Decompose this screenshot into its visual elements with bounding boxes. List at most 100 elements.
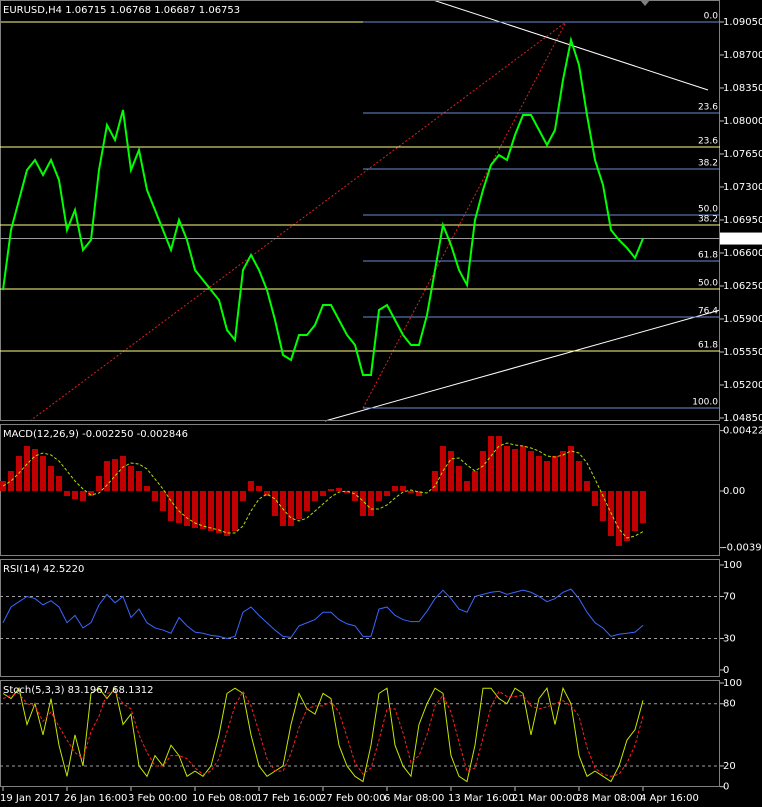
macd-bar bbox=[456, 466, 462, 491]
macd-bar bbox=[560, 451, 566, 491]
fib-label: 61.8 bbox=[698, 250, 718, 260]
y-tick-label: 100 bbox=[723, 678, 742, 689]
macd-bar bbox=[640, 491, 646, 524]
macd-bar bbox=[344, 491, 350, 493]
fib-base-line bbox=[29, 21, 567, 422]
y-tick-label: 1.05200 bbox=[723, 380, 762, 391]
macd-bar bbox=[312, 491, 318, 501]
macd-bar bbox=[448, 451, 454, 491]
macd-bar bbox=[592, 491, 598, 506]
y-tick-label: 1.06600 bbox=[723, 248, 762, 259]
macd-bar bbox=[520, 446, 526, 491]
macd-bar bbox=[432, 471, 438, 491]
macd-bar bbox=[72, 491, 78, 499]
macd-bar bbox=[416, 491, 422, 496]
macd-bar bbox=[136, 471, 142, 491]
y-tick-label: 80 bbox=[723, 699, 736, 710]
macd-bar bbox=[248, 481, 254, 491]
macd-bar bbox=[552, 456, 558, 491]
panel-frame bbox=[0, 680, 720, 787]
y-tick-label: 70 bbox=[723, 591, 736, 602]
y-tick-label: 20 bbox=[723, 761, 736, 772]
y-tick-label: 1.04850 bbox=[723, 413, 762, 424]
macd-bar bbox=[160, 491, 166, 511]
macd-bar bbox=[368, 491, 374, 516]
series-line bbox=[2, 588, 644, 639]
macd-bar bbox=[384, 491, 390, 496]
fib-label: 38.2 bbox=[698, 158, 718, 168]
panel-title: EURUSD,H4 1.06715 1.06768 1.06687 1.0675… bbox=[3, 5, 240, 16]
macd-bar bbox=[216, 491, 222, 533]
y-tick-label: 0.00 bbox=[723, 486, 745, 497]
x-tick-label: 6 Mar 08:00 bbox=[384, 793, 444, 804]
trend-lines bbox=[0, 0, 721, 422]
macd-bar bbox=[624, 491, 630, 541]
macd-bar bbox=[88, 491, 94, 496]
panel-title: Stoch(5,3,3) 83.1967 68.1312 bbox=[3, 685, 154, 696]
fib-label: 50.0 bbox=[698, 204, 718, 214]
macd-bar bbox=[192, 491, 198, 528]
macd-bar bbox=[488, 436, 494, 491]
y-tick-label: 1.05550 bbox=[723, 347, 762, 358]
macd-bar bbox=[496, 436, 502, 491]
macd-bar bbox=[144, 486, 150, 491]
x-tick-label: 10 Feb 08:00 bbox=[192, 793, 258, 804]
x-tick-label: 27 Feb 00:00 bbox=[320, 793, 386, 804]
macd-bar bbox=[240, 491, 246, 501]
y-tick-label: 30 bbox=[723, 633, 736, 644]
x-tick-label: 17 Feb 16:00 bbox=[256, 793, 322, 804]
macd-bar bbox=[568, 446, 574, 491]
macd-bar bbox=[376, 491, 382, 501]
macd-bar bbox=[480, 451, 486, 491]
macd-bar bbox=[176, 491, 182, 523]
fib-label: 61.8 bbox=[698, 341, 718, 351]
x-tick-label: 3 Feb 00:00 bbox=[128, 793, 187, 804]
y-tick-label: 0 bbox=[723, 665, 729, 676]
macd-bar bbox=[616, 491, 622, 546]
macd-bar bbox=[304, 491, 310, 511]
macd-bar bbox=[320, 491, 326, 496]
macd-bar bbox=[328, 489, 334, 491]
macd-bar bbox=[112, 459, 118, 491]
macd-bar bbox=[400, 486, 406, 491]
fib-base-line bbox=[362, 21, 567, 409]
x-tick-label: 28 Mar 08:00 bbox=[576, 793, 643, 804]
series-line bbox=[2, 686, 644, 783]
shift-marker bbox=[640, 0, 650, 6]
macd-bar bbox=[360, 491, 366, 516]
y-tick-label: 100 bbox=[723, 560, 742, 571]
x-tick-label: 4 Apr 16:00 bbox=[640, 793, 699, 804]
y-tick-label: 1.08700 bbox=[723, 50, 762, 61]
macd-bar bbox=[120, 456, 126, 491]
y-tick-label: 1.05900 bbox=[723, 314, 762, 325]
x-tick-label: 21 Mar 00:00 bbox=[512, 793, 579, 804]
macd-bar bbox=[544, 461, 550, 491]
y-tick-label: -0.003961 bbox=[723, 543, 762, 554]
y-tick-label: 1.09050 bbox=[723, 17, 762, 28]
panel-frame bbox=[0, 0, 720, 421]
price-marker-label: 1.06753 bbox=[723, 234, 762, 245]
macd-bar bbox=[24, 446, 30, 491]
macd-bar bbox=[184, 491, 190, 526]
x-tick-label: 13 Mar 16:00 bbox=[448, 793, 515, 804]
series-line bbox=[2, 690, 644, 777]
panel-title: MACD(12,26,9) -0.002250 -0.002846 bbox=[3, 429, 188, 440]
fib-label: 76.4 bbox=[698, 306, 718, 316]
macd-bar bbox=[256, 486, 262, 491]
macd-bar bbox=[464, 481, 470, 491]
macd-bar bbox=[408, 491, 414, 493]
macd-bar bbox=[8, 471, 14, 491]
y-tick-label: 1.06950 bbox=[723, 215, 762, 226]
macd-bar bbox=[32, 449, 38, 491]
macd-bar bbox=[272, 491, 278, 516]
macd-bar bbox=[264, 491, 270, 496]
macd-bar bbox=[576, 461, 582, 491]
macd-bar bbox=[352, 491, 358, 501]
y-tick-label: 1.07300 bbox=[723, 182, 762, 193]
macd-bar bbox=[504, 446, 510, 491]
price-marker-box bbox=[720, 232, 762, 245]
macd-bar bbox=[96, 476, 102, 491]
macd-bar bbox=[336, 488, 342, 491]
macd-bar bbox=[168, 491, 174, 521]
fib-label: 38.2 bbox=[698, 214, 718, 224]
